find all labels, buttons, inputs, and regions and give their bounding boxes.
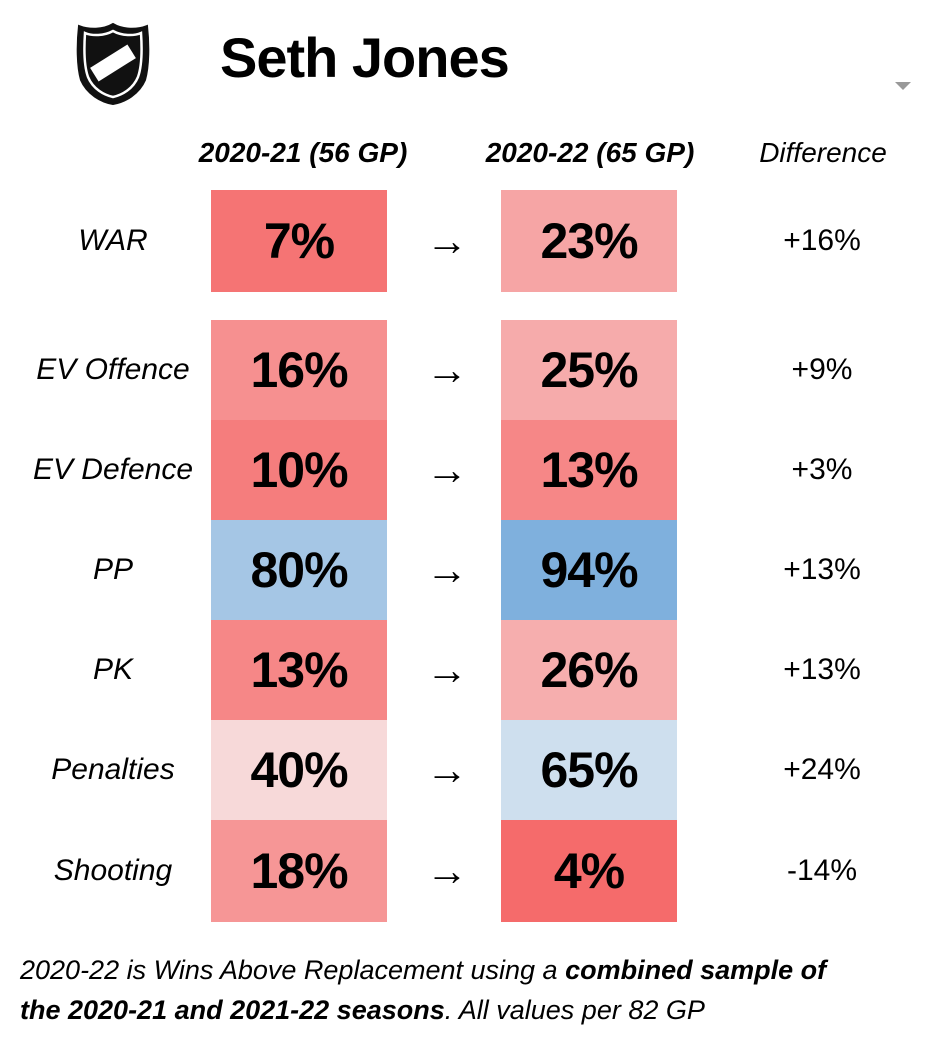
season2-value-cell: 23% — [501, 190, 677, 292]
difference-value: +13% — [783, 653, 861, 686]
player-name: Seth Jones — [220, 26, 510, 89]
arrow-right-icon: → — [426, 346, 468, 393]
difference-value: +13% — [783, 553, 861, 586]
season2-value-cell: 4% — [501, 820, 677, 922]
season1-value-cell: 13% — [211, 620, 387, 720]
row-label: PP — [92, 553, 134, 586]
nhl-logo — [76, 22, 150, 106]
column-header-season1: 2020-21 (56 GP) — [198, 137, 408, 168]
row-label: Penalties — [51, 753, 175, 786]
chevron-down-icon[interactable] — [895, 82, 911, 90]
footnote: 2020-22 is Wins Above Replacement using … — [20, 950, 920, 1030]
arrow-right-icon: → — [426, 746, 468, 793]
row-label: PK — [92, 653, 134, 686]
season1-value-cell: 18% — [211, 820, 387, 922]
arrow-right-icon: → — [426, 217, 468, 264]
arrow-right-icon: → — [426, 847, 468, 894]
footnote-text-2: . All values per 82 GP — [444, 995, 705, 1025]
footnote-bold-text: combined sample of — [565, 955, 827, 985]
season2-value-cell: 65% — [501, 720, 677, 820]
season2-value-cell: 94% — [501, 520, 677, 620]
season1-value-cell: 80% — [211, 520, 387, 620]
arrow-right-icon: → — [426, 446, 468, 493]
arrow-right-icon: → — [426, 546, 468, 593]
season1-value-cell: 40% — [211, 720, 387, 820]
arrow-right-icon: → — [426, 646, 468, 693]
footnote-text: 2020-22 is Wins Above Replacement using … — [20, 955, 566, 985]
footnote-bold-text-2: the 2020-21 and 2021-22 seasons — [20, 995, 445, 1025]
difference-value: +16% — [783, 224, 861, 257]
season1-value-cell: 16% — [211, 320, 387, 420]
row-label: WAR — [78, 224, 148, 257]
column-header-difference: Difference — [759, 137, 887, 168]
season1-value-cell: 7% — [211, 190, 387, 292]
season2-value-cell: 25% — [501, 320, 677, 420]
column-header-season2: 2020-22 (65 GP) — [485, 137, 695, 168]
row-label: EV Defence — [32, 453, 194, 486]
season2-value-cell: 26% — [501, 620, 677, 720]
season1-value-cell: 10% — [211, 420, 387, 520]
difference-value: +9% — [791, 353, 853, 386]
row-label: Shooting — [53, 854, 173, 887]
row-label: EV Offence — [36, 353, 190, 386]
difference-value: -14% — [786, 854, 858, 887]
difference-value: +3% — [791, 453, 853, 486]
season2-value-cell: 13% — [501, 420, 677, 520]
difference-value: +24% — [783, 753, 861, 786]
